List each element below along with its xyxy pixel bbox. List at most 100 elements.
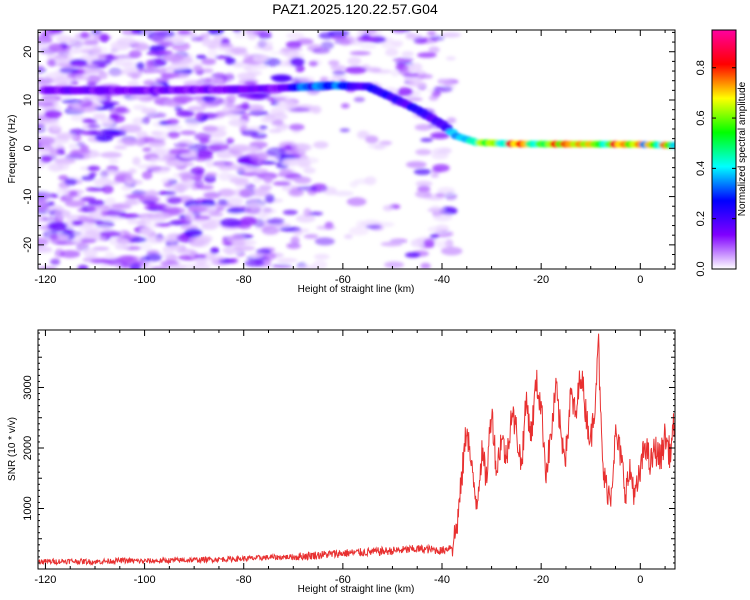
noise-patch <box>341 103 350 109</box>
noise-patch <box>261 213 271 220</box>
noise-patch <box>81 41 97 46</box>
noise-patch <box>201 40 221 47</box>
noise-patch <box>70 80 79 86</box>
noise-patch <box>153 30 170 34</box>
noise-patch <box>163 154 172 162</box>
noise-patch <box>167 131 180 139</box>
noise-patch <box>141 107 157 115</box>
noise-patch <box>99 230 121 238</box>
noise-patch <box>86 81 98 87</box>
noise-patch <box>405 32 416 38</box>
noise-patch <box>195 216 216 226</box>
noise-patch <box>444 192 458 201</box>
noise-patch <box>210 247 220 254</box>
noise-patch <box>162 53 184 62</box>
noise-patch <box>65 193 82 199</box>
noise-patch <box>290 57 305 67</box>
noise-patch <box>148 45 166 52</box>
noise-patch <box>118 213 140 219</box>
noise-patch <box>61 98 82 104</box>
colorbar-ticks: 0.0 0.2 0.4 0.6 0.8 <box>695 60 736 277</box>
noise-patch <box>64 153 85 160</box>
noise-patch <box>313 141 329 149</box>
noise-patch <box>263 176 273 184</box>
noise-patch <box>90 30 102 36</box>
noise-patch <box>197 184 214 190</box>
noise-patch <box>275 95 291 102</box>
noise-patch <box>195 111 206 120</box>
noise-patch <box>241 172 260 177</box>
noise-patch <box>188 206 208 213</box>
spectrogram-ridge <box>39 81 675 149</box>
colorbar-tick-label: 0.0 <box>695 261 707 276</box>
noise-patch <box>242 64 258 71</box>
noise-patch <box>85 74 101 84</box>
noise-patch <box>100 151 122 159</box>
noise-patch <box>225 137 235 145</box>
x-tick-label: -40 <box>434 574 450 586</box>
noise-patch <box>347 56 362 66</box>
noise-patch <box>166 221 184 226</box>
noise-patch <box>39 248 53 254</box>
noise-patch <box>80 31 90 39</box>
noise-patch <box>38 119 60 127</box>
noise-patch <box>246 204 267 209</box>
noise-patch <box>195 54 207 60</box>
noise-patch <box>108 159 119 164</box>
noise-patch <box>47 43 64 52</box>
noise-patch <box>183 80 204 88</box>
noise-patch <box>99 175 111 184</box>
noise-patch <box>155 131 170 140</box>
x-tick-label: -120 <box>34 574 56 586</box>
noise-patch <box>195 258 208 266</box>
noise-patch <box>113 145 128 150</box>
noise-patch <box>396 62 405 71</box>
snr-x-title: Height of straight line (km) <box>298 584 415 595</box>
noise-patch <box>132 104 147 111</box>
noise-patch <box>49 193 59 198</box>
noise-patch <box>101 185 114 194</box>
noise-patch <box>349 181 359 188</box>
noise-patch <box>223 74 235 82</box>
noise-patch <box>353 96 366 103</box>
noise-patch <box>418 74 433 79</box>
noise-patch <box>431 151 449 160</box>
colorbar: 0.0 0.2 0.4 0.6 0.8 Normalized spectral ampl… <box>695 29 748 277</box>
noise-patch <box>38 67 47 74</box>
noise-patch <box>38 145 51 153</box>
noise-patch <box>250 191 272 197</box>
noise-patch <box>87 123 101 129</box>
noise-patch <box>252 30 272 37</box>
noise-patch <box>282 209 298 215</box>
noise-patch <box>171 37 185 44</box>
noise-patch <box>149 266 170 269</box>
colorbar-tick-label: 0.4 <box>695 161 707 176</box>
noise-patch <box>252 54 268 63</box>
noise-patch <box>270 74 292 81</box>
noise-patch <box>128 50 142 58</box>
noise-patch <box>219 218 242 228</box>
noise-patch <box>208 143 230 152</box>
noise-patch <box>314 237 335 246</box>
noise-patch <box>423 238 435 248</box>
noise-patch <box>414 124 433 131</box>
noise-patch <box>203 113 219 118</box>
noise-patch <box>185 120 199 129</box>
noise-patch <box>131 236 147 243</box>
noise-patch <box>365 135 379 144</box>
noise-patch <box>174 106 183 112</box>
noise-patch <box>371 69 393 74</box>
y-tick-label: 1000 <box>22 496 34 520</box>
noise-patch <box>100 210 110 217</box>
noise-patch <box>141 170 153 180</box>
noise-patch <box>270 51 280 55</box>
noise-patch <box>312 260 328 269</box>
noise-patch <box>247 33 258 40</box>
noise-patch <box>38 136 56 145</box>
noise-patch <box>303 167 316 174</box>
noise-patch <box>211 72 227 79</box>
noise-patch <box>169 148 191 154</box>
noise-patch <box>259 125 268 130</box>
noise-patch <box>199 137 210 144</box>
noise-patch <box>157 50 173 55</box>
